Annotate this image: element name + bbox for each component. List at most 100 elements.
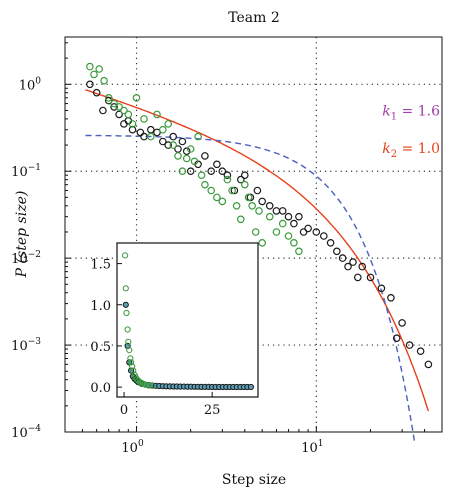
- inset-green-point: [123, 309, 130, 317]
- y-tick-exponent: 0: [35, 76, 41, 86]
- black-data-point: [349, 258, 357, 266]
- green-data-point: [178, 167, 187, 176]
- black-data-point: [387, 293, 395, 302]
- black-data-point: [392, 334, 401, 343]
- k-subscript: 1: [391, 111, 397, 122]
- k-annotation: k2 = 1.0: [382, 141, 440, 160]
- chart-title: Team 2: [228, 10, 280, 26]
- main-plot-frame: [64, 36, 443, 433]
- green-data-point: [104, 94, 113, 102]
- black-data-point: [304, 224, 312, 233]
- green-data-point: [115, 103, 123, 111]
- black-data-point: [284, 212, 293, 221]
- green-data-point: [207, 186, 216, 195]
- inset-y-tick-label: 1.5: [90, 258, 111, 273]
- inset-green-point: [142, 381, 149, 388]
- green-data-point: [223, 175, 232, 184]
- black-data-point: [265, 202, 274, 210]
- green-data-point: [248, 202, 257, 210]
- black-data-point: [295, 212, 303, 221]
- black-data-point: [312, 228, 321, 236]
- green-data-point: [251, 228, 260, 236]
- k-value: = 1.6: [397, 103, 440, 119]
- black-data-point: [230, 186, 239, 195]
- y-axis-label-group: P (step size): [14, 191, 30, 279]
- y-tick-exponent: −4: [28, 424, 42, 434]
- x-tick-label: 100: [121, 439, 144, 456]
- black-data-point: [344, 262, 352, 271]
- inset-green-point: [122, 252, 129, 259]
- green-data-point: [164, 120, 173, 128]
- green-data-point: [265, 212, 274, 221]
- black-data-point: [424, 360, 433, 369]
- green-data-point: [95, 65, 104, 73]
- green-data-point: [290, 239, 298, 247]
- red-fit-curve: [85, 89, 430, 412]
- green-data-point: [86, 62, 94, 71]
- y-tick-label: 10−4: [11, 424, 41, 441]
- black-data-point: [213, 160, 221, 169]
- x-tick-exponent: 0: [138, 439, 144, 449]
- black-data-point: [377, 284, 386, 293]
- y-tick-label: 10−1: [11, 163, 41, 180]
- black-data-point: [223, 171, 232, 180]
- y-tick-exponent: −3: [28, 337, 42, 347]
- green-data-point: [228, 186, 236, 195]
- green-data-point: [284, 232, 293, 240]
- black-data-point: [338, 254, 347, 262]
- y-tick-exponent: −1: [28, 163, 41, 173]
- black-data-point: [237, 175, 245, 184]
- k-value: = 1.0: [397, 141, 440, 157]
- inset-green-point: [128, 359, 135, 366]
- inset-green-point: [129, 363, 136, 370]
- black-data-point: [115, 110, 123, 119]
- green-data-point: [186, 145, 195, 153]
- black-data-point: [186, 167, 195, 176]
- black-data-point: [405, 341, 414, 349]
- inset-frame: [116, 242, 259, 398]
- green-data-point: [128, 120, 137, 128]
- y-tick-exponent: −2: [28, 250, 41, 260]
- inset-green-point: [127, 355, 134, 362]
- black-data-point: [258, 197, 267, 206]
- inset-y-tick-label: 0.5: [90, 340, 111, 355]
- y-tick-label: 100: [19, 76, 42, 93]
- green-data-point: [132, 94, 141, 102]
- black-data-point: [110, 103, 118, 111]
- black-data-point: [164, 141, 173, 149]
- black-data-point: [99, 106, 107, 115]
- green-data-point: [174, 152, 182, 160]
- black-data-point: [253, 186, 262, 195]
- green-data-point: [232, 202, 241, 210]
- black-data-point: [290, 219, 298, 228]
- black-data-point: [201, 152, 209, 160]
- green-data-point: [159, 125, 167, 134]
- inset-green-point: [145, 382, 152, 389]
- green-data-point: [255, 207, 263, 215]
- inset-green-point: [133, 375, 140, 382]
- black-data-point: [366, 273, 375, 282]
- black-data-point: [416, 347, 425, 356]
- black-data-point: [147, 125, 155, 134]
- inset-green-point: [125, 338, 132, 345]
- green-data-point: [100, 76, 108, 85]
- y-tick-label: 10−3: [11, 337, 41, 354]
- green-data-point: [218, 197, 227, 206]
- green-data-point: [278, 219, 287, 228]
- inset-black-point: [122, 301, 129, 308]
- inset-x-tick-label: 25: [204, 403, 221, 418]
- green-data-point: [237, 215, 245, 224]
- black-data-point: [241, 171, 249, 180]
- green-data-point: [201, 180, 209, 189]
- black-data-point: [128, 125, 137, 134]
- green-data-point: [182, 154, 191, 163]
- inset-chart: 0 25 0.0 0.5 1.0 1.5: [90, 242, 259, 418]
- green-data-point: [120, 106, 128, 115]
- black-data-point: [218, 167, 227, 176]
- inset-x-tick-label: 0: [120, 403, 128, 418]
- x-tick-exponent: 1: [318, 439, 324, 449]
- annotations: k1 = 1.6k2 = 1.0: [382, 103, 440, 160]
- inset-green-point: [126, 347, 133, 354]
- green-data-point: [272, 228, 281, 236]
- black-data-point: [358, 262, 367, 271]
